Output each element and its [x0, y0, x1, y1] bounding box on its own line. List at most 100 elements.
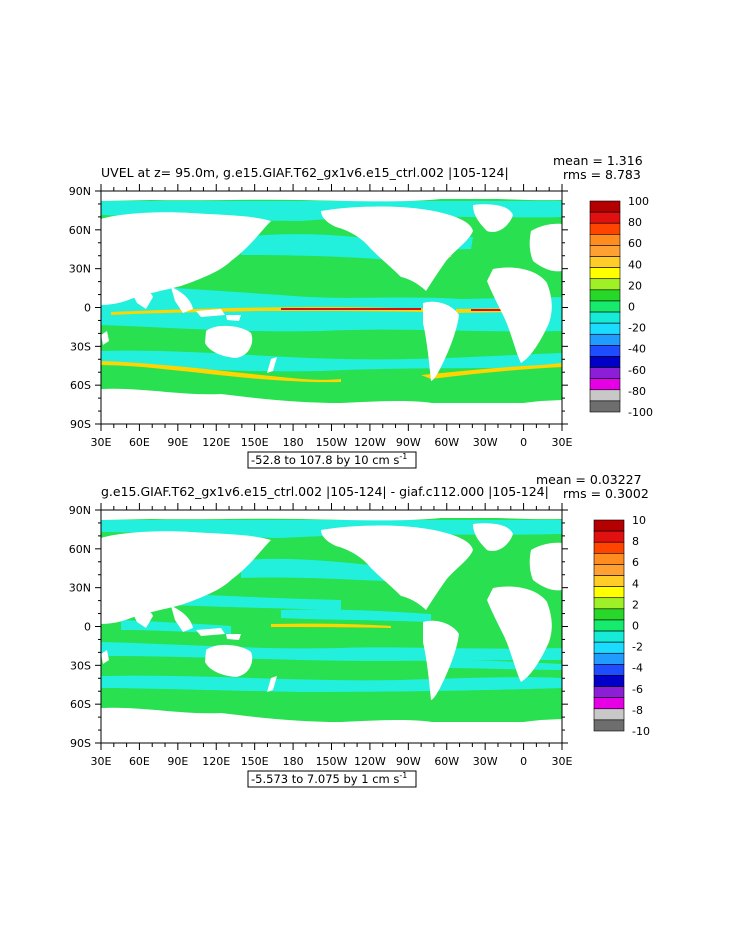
lat-tick-label: 0 — [84, 302, 91, 315]
lon-tick-label: 0 — [520, 755, 527, 768]
colorbar-swatch — [593, 564, 625, 576]
colorbar-swatch — [589, 222, 621, 235]
colorbar-swatch — [593, 697, 625, 710]
colorbar-swatch — [593, 519, 625, 532]
colorbar-swatch — [589, 234, 621, 246]
colorbar-swatch — [593, 630, 625, 643]
stat-rms: rms = 8.783 — [563, 167, 641, 182]
colorbar-swatch — [593, 719, 625, 732]
colorbar-label: -40 — [628, 343, 646, 356]
colorbar: 10 8 6 4 2 0 -2 -4 -6 -8 -10 — [593, 514, 650, 738]
colorbar-swatch — [589, 256, 621, 268]
lon-tick-label: 150E — [241, 755, 269, 768]
lon-tick-label: 60W — [434, 436, 459, 449]
lon-tick-label: 90E — [167, 436, 188, 449]
lon-tick-label: 0 — [520, 436, 527, 449]
colorbar-label: 60 — [628, 237, 642, 250]
colorbar-swatch — [589, 278, 621, 291]
colorbar-label: 10 — [632, 514, 646, 527]
lon-tick-label: 180 — [283, 436, 304, 449]
colorbar-swatch — [589, 211, 621, 224]
colorbar-label: 100 — [628, 195, 649, 208]
lon-tick-label: 120E — [202, 436, 230, 449]
colorbar-swatch — [593, 686, 625, 698]
bottom-map-panel: g.e15.GIAF.T62_gx1v6.e15_ctrl.002 |105-1… — [69, 472, 650, 788]
lon-tick-label: 30E — [91, 755, 112, 768]
colorbar-label: -100 — [628, 406, 653, 419]
colorbar-swatch — [593, 708, 625, 721]
colorbar-swatch — [589, 200, 621, 213]
contour-range-label: -52.8 to 107.8 by 10 cm s-1 — [251, 452, 407, 467]
stat-mean: mean = 1.316 — [553, 153, 643, 168]
lon-tick-label: 30W — [473, 436, 498, 449]
colorbar-swatch — [589, 311, 621, 324]
stat-mean: mean = 0.03227 — [536, 472, 642, 487]
colorbar-swatch — [589, 367, 621, 379]
velocity-field-map — [100, 190, 563, 425]
colorbar-swatch — [593, 652, 625, 665]
colorbar-label: -2 — [632, 641, 643, 654]
lat-tick-label: 30N — [69, 263, 91, 276]
colorbar-swatch — [593, 675, 625, 687]
lon-tick-label: 30E — [552, 755, 573, 768]
colorbar-swatch — [589, 322, 621, 335]
lat-tick-label: 30S — [70, 340, 91, 353]
colorbar-label: 80 — [628, 216, 642, 229]
contour-range-label: -5.573 to 7.075 by 1 cm s-1 — [251, 771, 407, 786]
colorbar-label: 8 — [632, 535, 639, 548]
colorbar-label: 20 — [628, 279, 642, 292]
lon-tick-label: 60W — [434, 755, 459, 768]
lat-tick-label: 60S — [70, 698, 91, 711]
lat-tick-label: 90N — [69, 504, 91, 517]
colorbar-swatch — [593, 619, 625, 632]
colorbar-swatch — [589, 300, 621, 313]
colorbar-swatch — [589, 389, 621, 402]
colorbar-swatch — [589, 345, 621, 357]
colorbar-swatch — [589, 378, 621, 391]
lat-tick-label: 90N — [69, 185, 91, 198]
colorbar-swatch — [589, 245, 621, 257]
colorbar-swatch — [593, 575, 625, 587]
lon-tick-label: 150E — [241, 436, 269, 449]
lon-tick-label: 120W — [354, 436, 386, 449]
colorbar-label: -6 — [632, 683, 643, 696]
colorbar-label: -20 — [628, 322, 646, 335]
lat-tick-label: 0 — [84, 621, 91, 634]
colorbar-label: 0 — [632, 620, 639, 633]
lat-tick-label: 60N — [69, 224, 91, 237]
lon-tick-label: 120W — [354, 755, 386, 768]
colorbar-swatch — [593, 641, 625, 654]
contour-range-box — [247, 451, 417, 469]
panel-title: UVEL at z= 95.0m, g.e15.GIAF.T62_gx1v6.e… — [101, 165, 509, 180]
stat-rms: rms = 0.3002 — [563, 486, 649, 501]
colorbar-swatch — [589, 356, 621, 368]
lon-tick-label: 30E — [91, 436, 112, 449]
colorbar-label: -10 — [632, 725, 650, 738]
colorbar-label: 2 — [632, 598, 639, 611]
lon-tick-label: 60E — [129, 436, 150, 449]
colorbar-label: -80 — [628, 385, 646, 398]
colorbar-swatch — [593, 586, 625, 599]
lat-tick-label: 30S — [70, 659, 91, 672]
colorbar-swatch — [593, 597, 625, 610]
colorbar-swatch — [589, 400, 621, 413]
colorbar-swatch — [593, 608, 625, 621]
colorbar-swatch — [589, 267, 621, 280]
lon-tick-label: 180 — [283, 755, 304, 768]
colorbar-label: -60 — [628, 364, 646, 377]
lon-tick-label: 90W — [396, 755, 421, 768]
contour-range-box — [247, 770, 417, 788]
panel-title: g.e15.GIAF.T62_gx1v6.e15_ctrl.002 |105-1… — [101, 484, 549, 499]
lat-tick-label: 90S — [70, 418, 91, 431]
colorbar-swatch — [593, 553, 625, 565]
lat-tick-label: 60S — [70, 379, 91, 392]
lon-tick-label: 120E — [202, 755, 230, 768]
colorbar-swatch — [589, 289, 621, 302]
lon-tick-label: 150W — [316, 436, 348, 449]
lon-tick-label: 90E — [167, 755, 188, 768]
colorbar-label: 0 — [628, 301, 635, 314]
lon-tick-label: 90W — [396, 436, 421, 449]
colorbar-swatch — [593, 541, 625, 554]
lon-tick-label: 150W — [316, 755, 348, 768]
